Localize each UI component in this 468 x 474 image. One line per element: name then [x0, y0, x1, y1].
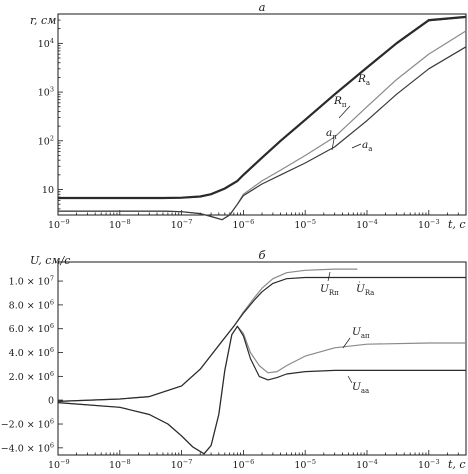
x-tick-label: 10−9 — [48, 458, 70, 471]
chart-panel-velocity: 10−9 10−8 10−7 10−6 10−5 10−4 10−3 −4.0 × 106 −2… — [1, 248, 467, 471]
x-axis-title: t, с — [448, 458, 466, 471]
series-line-u-3 — [57, 325, 466, 455]
series-label: Uaа — [352, 381, 369, 395]
series-label: URа — [356, 283, 374, 297]
label-leader — [327, 271, 331, 282]
x-tick-label: 10−9 — [48, 218, 70, 231]
plot-frame — [57, 261, 467, 456]
x-tick-label: 10−5 — [294, 458, 316, 471]
y-axis-title: U, см/с — [30, 254, 70, 267]
plot-frame — [57, 13, 467, 216]
y-tick-label: 103 — [38, 86, 54, 99]
y-axis-title: r, см — [30, 14, 56, 27]
series-line-a-3 — [58, 46, 467, 221]
series-label: aа — [362, 139, 372, 153]
y-tick-label: −4.0 × 106 — [1, 441, 54, 454]
series-label: Rа — [357, 73, 370, 87]
chart-panel-radius: 10−9 10−8 10−7 10−6 10−5 10−4 10−3 10 102 103 104 R… — [30, 0, 467, 231]
x-tick-label: 10−8 — [109, 458, 131, 471]
x-tick-label: 10−4 — [356, 458, 378, 471]
label-leader — [331, 138, 335, 151]
series-line-r-0 — [58, 15, 467, 200]
y-tick-label: 1.0 × 107 — [9, 275, 54, 288]
x-tick-label: 10−7 — [171, 458, 193, 471]
series-line-u-0 — [57, 268, 358, 402]
x-axis-title: t, с — [448, 218, 466, 231]
x-tick-label: 10−4 — [356, 218, 378, 231]
series-line-a-2 — [58, 30, 467, 221]
x-tick-label: 10−8 — [109, 218, 131, 231]
y-tick-label: 2.0 × 106 — [9, 370, 54, 383]
series-label: URп — [320, 283, 339, 297]
y-tick-label: 0 — [48, 396, 54, 407]
y-tick-label: 104 — [38, 37, 54, 50]
series-label: Rп — [333, 95, 347, 109]
y-tick-label: 4.0 × 106 — [9, 346, 54, 359]
x-tick-label: 10−3 — [418, 218, 440, 231]
x-tick-label: 10−6 — [233, 218, 255, 231]
y-tick-label: 10 — [42, 185, 54, 196]
x-tick-label: 10−3 — [418, 458, 440, 471]
x-tick-label: 10−6 — [233, 458, 255, 471]
label-leader — [347, 375, 353, 384]
series-label: aп — [326, 127, 337, 141]
label-leader — [342, 337, 351, 349]
y-tick-label: 6.0 × 106 — [9, 322, 54, 335]
label-leader — [338, 105, 351, 119]
series-line-u-1 — [57, 276, 466, 402]
y-tick-label: 102 — [38, 134, 54, 147]
panel-label: а — [259, 0, 266, 14]
y-tick-label: −2.0 × 106 — [1, 418, 54, 431]
x-tick-label: 10−7 — [171, 218, 193, 231]
series-line-r-1 — [58, 16, 467, 199]
label-leader — [351, 143, 362, 149]
x-tick-label: 10−5 — [294, 218, 316, 231]
panel-label: б — [258, 248, 266, 262]
series-label: Uaп — [352, 326, 370, 340]
series-line-u-2 — [57, 325, 466, 455]
y-tick-label: 8.0 × 106 — [9, 298, 54, 311]
